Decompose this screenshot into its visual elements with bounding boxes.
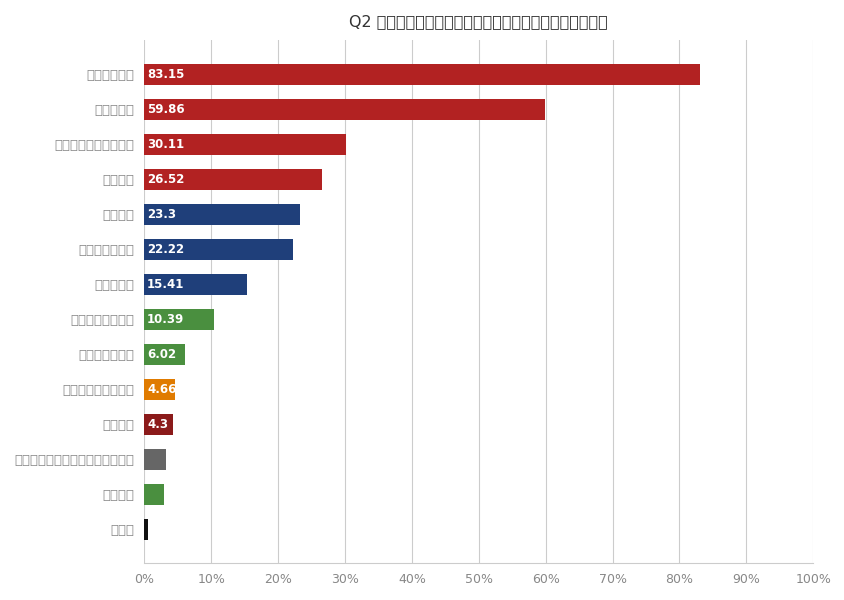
Bar xyxy=(144,134,345,155)
Bar xyxy=(144,169,322,190)
Bar xyxy=(144,413,173,434)
Text: 6.02: 6.02 xyxy=(147,347,176,361)
Text: 22.22: 22.22 xyxy=(147,242,184,256)
Title: Q2 不正行為や問題の責任は誰にあると考えられますか。: Q2 不正行為や問題の責任は誰にあると考えられますか。 xyxy=(349,14,608,29)
Bar xyxy=(144,518,148,539)
Text: 83.15: 83.15 xyxy=(147,68,184,80)
Bar xyxy=(144,239,293,260)
Text: 4.3: 4.3 xyxy=(147,418,168,431)
Bar xyxy=(144,449,165,470)
Text: 10.39: 10.39 xyxy=(147,313,184,326)
Bar xyxy=(144,344,184,365)
Bar xyxy=(144,64,700,85)
Text: 26.52: 26.52 xyxy=(147,173,184,185)
Text: 30.11: 30.11 xyxy=(147,137,184,151)
Bar xyxy=(144,379,176,400)
Bar xyxy=(144,203,300,224)
Bar xyxy=(144,98,544,119)
Bar xyxy=(144,484,165,505)
Bar xyxy=(144,308,214,329)
Text: 4.66: 4.66 xyxy=(147,383,176,395)
Text: 15.41: 15.41 xyxy=(147,278,184,290)
Text: 59.86: 59.86 xyxy=(147,103,184,116)
Bar xyxy=(144,274,247,295)
Text: 23.3: 23.3 xyxy=(147,208,176,221)
